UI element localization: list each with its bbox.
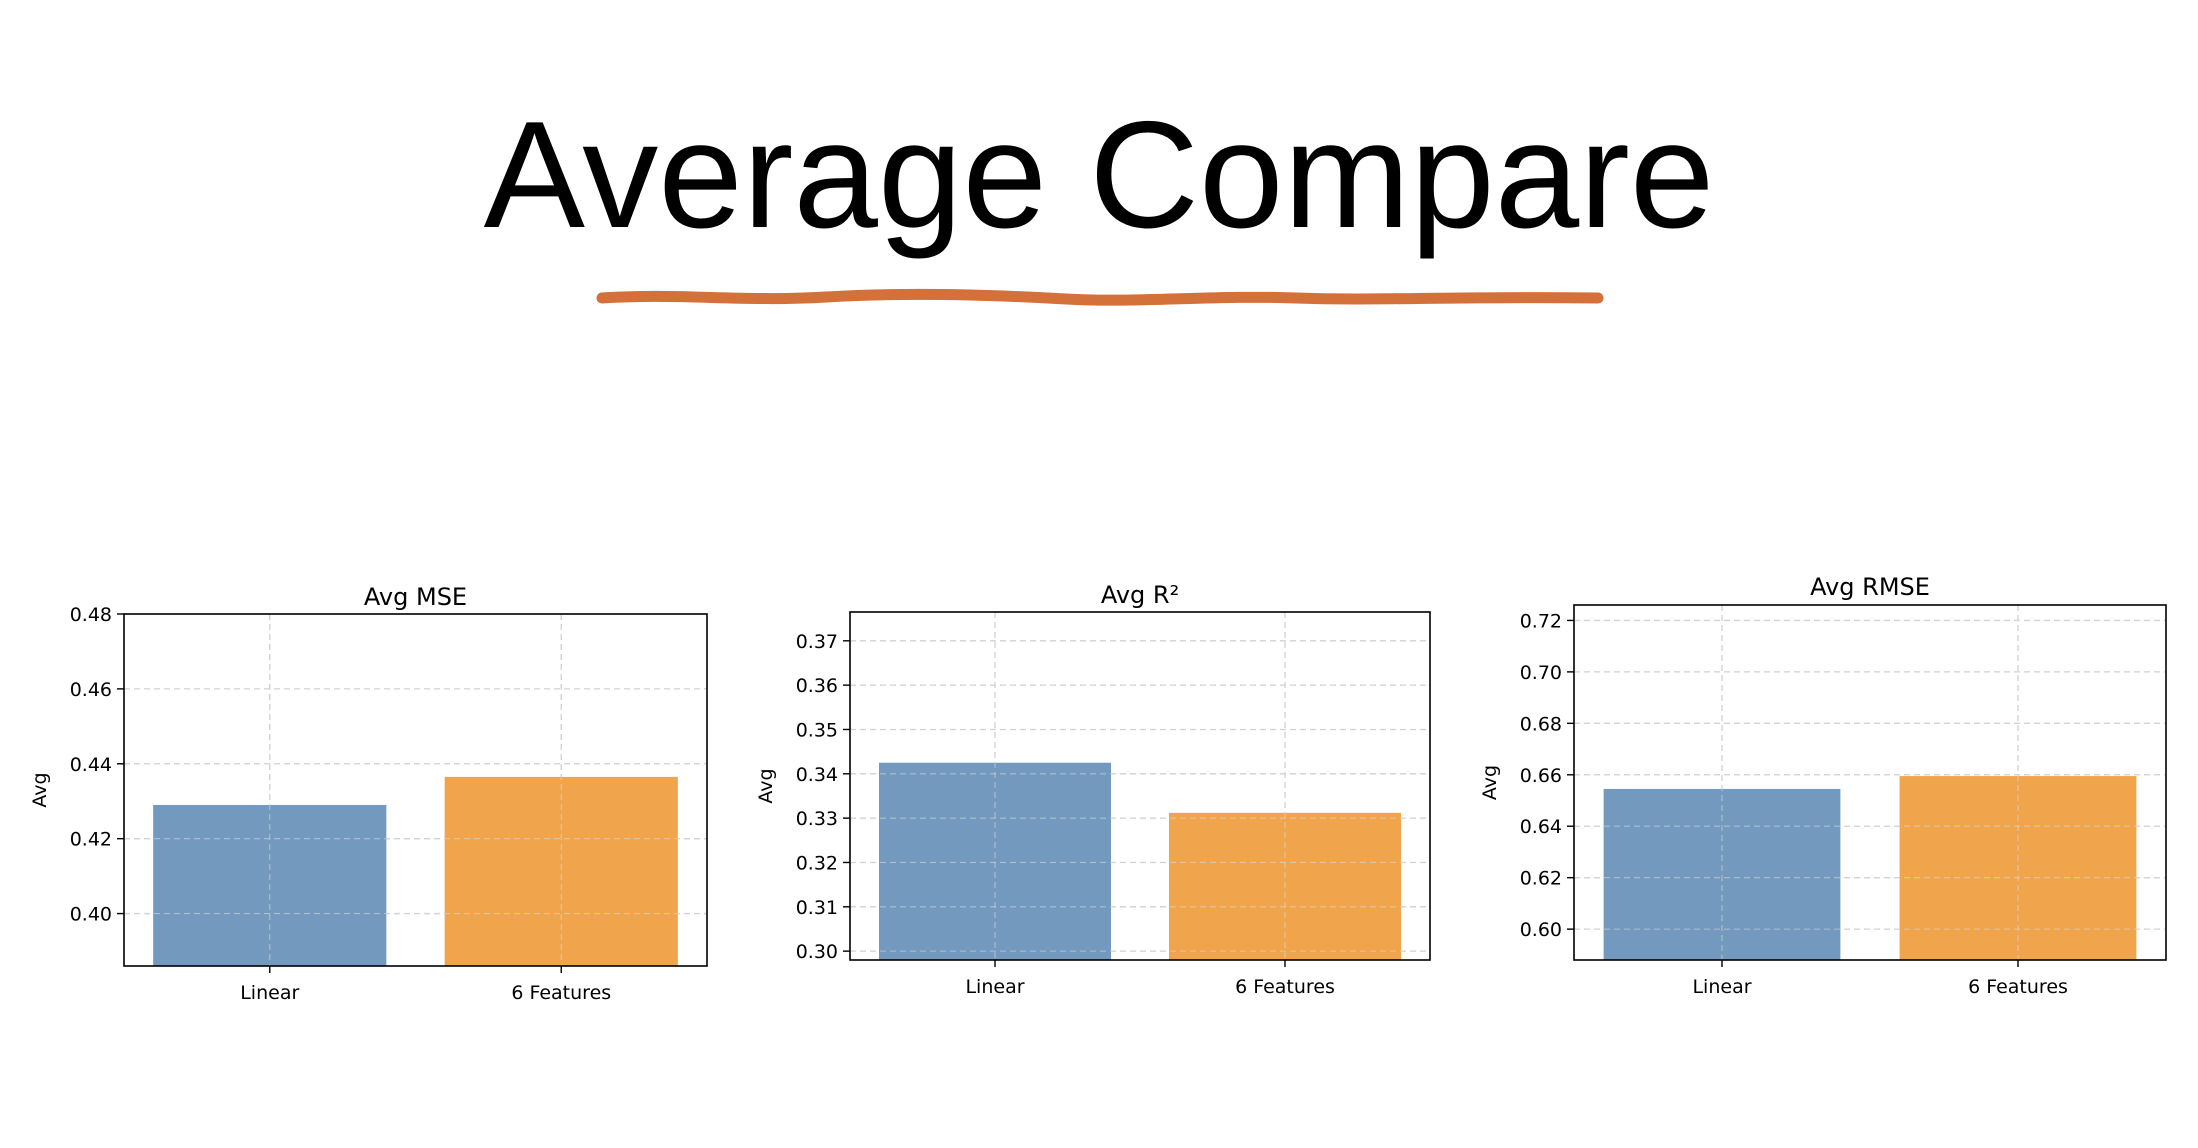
bar: [1603, 788, 1841, 960]
y-tick-label: 0.72: [1520, 610, 1562, 632]
x-tick-label: Linear: [1692, 976, 1751, 998]
x-tick-label: 6 Features: [511, 982, 611, 1004]
y-tick-label: 0.36: [796, 675, 838, 697]
chart-title: Avg MSE: [364, 583, 467, 611]
y-tick-label: 0.46: [70, 679, 112, 701]
y-tick-label: 0.42: [70, 829, 112, 851]
plot-frame: [1573, 604, 2167, 961]
y-tick-label: 0.70: [1520, 662, 1562, 684]
x-tick-label: Linear: [240, 982, 299, 1004]
x-tick-label: Linear: [965, 976, 1024, 998]
y-axis-label: Avg: [1479, 765, 1501, 800]
y-tick-label: 0.64: [1520, 816, 1562, 838]
y-tick-label: 0.37: [796, 631, 838, 653]
y-tick-label: 0.60: [1520, 919, 1562, 941]
slide-title: Average Compare: [483, 90, 1715, 260]
x-tick-label: 6 Features: [1968, 976, 2068, 998]
y-tick-label: 0.68: [1520, 713, 1562, 735]
y-tick-label: 0.35: [796, 719, 838, 741]
chart-title: Avg R²: [1101, 581, 1179, 609]
y-tick-label: 0.32: [796, 852, 838, 874]
y-tick-label: 0.62: [1520, 868, 1562, 890]
y-tick-label: 0.34: [796, 764, 838, 786]
y-tick-label: 0.44: [70, 754, 112, 776]
chart-title: Avg RMSE: [1810, 573, 1930, 601]
y-tick-label: 0.40: [70, 904, 112, 926]
y-tick-label: 0.33: [796, 808, 838, 830]
x-tick-label: 6 Features: [1235, 976, 1335, 998]
y-tick-label: 0.66: [1520, 765, 1562, 787]
y-tick-label: 0.48: [70, 604, 112, 626]
y-tick-label: 0.31: [796, 897, 838, 919]
plot-frame: [849, 611, 1431, 961]
plot-frame: [123, 613, 708, 967]
y-axis-label: Avg: [755, 768, 777, 803]
y-axis-label: Avg: [29, 772, 51, 807]
title-underline: [596, 288, 1604, 306]
y-tick-label: 0.30: [796, 941, 838, 963]
